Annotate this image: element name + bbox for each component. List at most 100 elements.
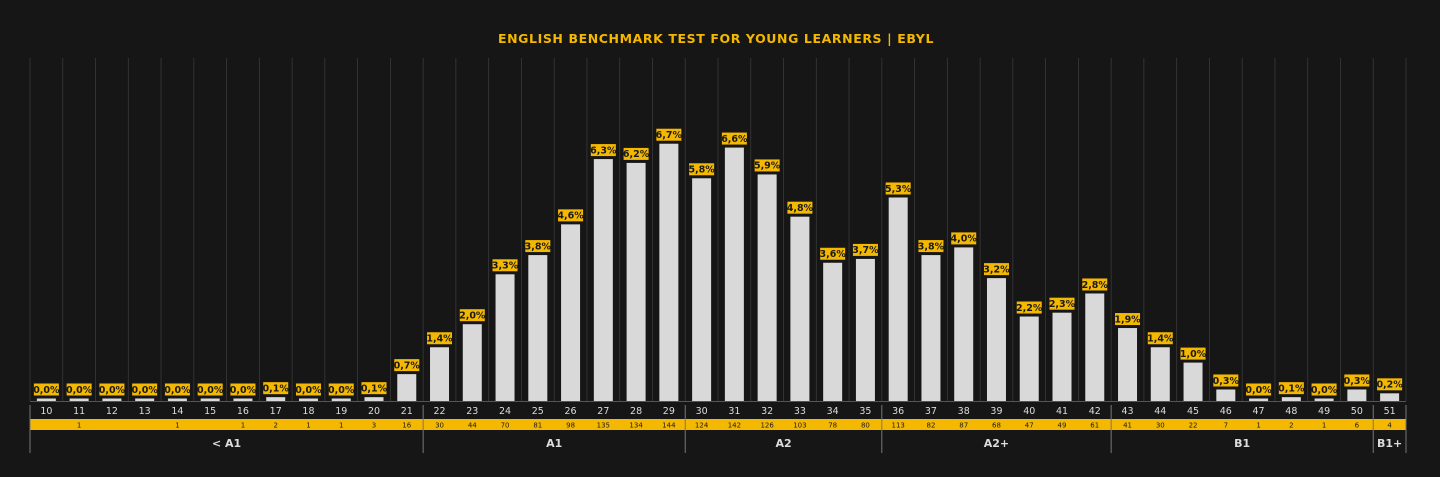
score-tick-label: 29 xyxy=(663,406,675,417)
value-label-text: 5,3% xyxy=(885,184,912,195)
value-label-text: 0,0% xyxy=(328,385,355,396)
count-label: 49 xyxy=(1058,422,1067,430)
value-label-text: 0,0% xyxy=(197,385,224,396)
level-label: A2 xyxy=(775,437,791,450)
value-label: 4,0% xyxy=(951,232,977,245)
bar xyxy=(986,278,1006,401)
bar xyxy=(1249,398,1269,401)
score-tick-label: 45 xyxy=(1187,406,1199,417)
score-tick-label: 38 xyxy=(958,406,970,417)
value-label: 0,1% xyxy=(361,382,388,394)
bar xyxy=(659,143,679,401)
value-label: 0,0% xyxy=(164,383,191,396)
value-labels-layer: 0,0% 0,0% 0,0% 0,0% 0,0% 0,0% 0,0% 0,1% 0,0% 0,0%… xyxy=(33,128,1403,396)
value-label: 0,7% xyxy=(394,359,421,372)
score-tick-label: 46 xyxy=(1220,406,1232,417)
value-label-text: 3,2% xyxy=(983,264,1010,275)
value-label-box xyxy=(459,309,485,322)
value-label: 3,6% xyxy=(819,247,846,260)
value-label-box xyxy=(328,383,354,396)
bar xyxy=(1347,389,1367,401)
value-label-text: 0,0% xyxy=(164,385,191,396)
value-label: 2,0% xyxy=(459,309,486,322)
score-tick-label: 42 xyxy=(1089,406,1101,417)
score-tick-label: 23 xyxy=(466,406,478,417)
bar xyxy=(757,174,777,401)
count-label: 22 xyxy=(1189,422,1198,430)
count-label: 142 xyxy=(728,422,741,430)
bar xyxy=(888,197,908,401)
level-label: < A1 xyxy=(212,437,241,450)
score-tick-label: 18 xyxy=(302,406,314,417)
count-label: 1 xyxy=(175,422,179,430)
value-label: 4,6% xyxy=(557,209,584,222)
value-label-text: 0,3% xyxy=(1344,376,1371,387)
count-label: 1 xyxy=(241,422,245,430)
bars-layer xyxy=(36,143,1400,401)
count-label: 7 xyxy=(1224,422,1228,430)
value-label: 1,4% xyxy=(426,332,453,345)
level-label: B1+ xyxy=(1377,437,1402,450)
bar xyxy=(1380,393,1400,401)
bar xyxy=(954,247,974,401)
value-label-box xyxy=(983,263,1009,276)
bar xyxy=(430,347,450,401)
level-label: A1 xyxy=(546,437,562,450)
count-label: 1 xyxy=(306,422,310,430)
bar xyxy=(266,397,286,401)
score-tick-label: 34 xyxy=(827,406,839,417)
score-tick-label: 36 xyxy=(892,406,904,417)
count-label: 82 xyxy=(926,422,935,430)
score-tick-label: 24 xyxy=(499,406,511,417)
value-label-box xyxy=(492,259,518,272)
bar xyxy=(593,159,613,401)
score-tick-label: 12 xyxy=(106,406,118,417)
value-label-text: 0,7% xyxy=(394,360,421,371)
bar xyxy=(1281,397,1301,401)
count-label: 44 xyxy=(468,422,477,430)
value-label-text: 3,8% xyxy=(525,241,552,252)
score-tick-label: 19 xyxy=(335,406,347,417)
count-label: 124 xyxy=(695,422,709,430)
score-tick-label: 20 xyxy=(368,406,380,417)
score-tick-label: 10 xyxy=(40,406,52,417)
score-tick-label: 49 xyxy=(1318,406,1330,417)
score-tick-label: 14 xyxy=(171,406,183,417)
value-label-text: 1,9% xyxy=(1114,314,1141,325)
value-label: 3,3% xyxy=(492,259,519,272)
score-tick-label: 35 xyxy=(859,406,871,417)
value-label-box xyxy=(33,383,59,396)
count-label: 113 xyxy=(892,422,905,430)
value-label: 3,2% xyxy=(983,263,1010,275)
value-label: 6,7% xyxy=(656,128,683,141)
value-label-box xyxy=(1082,278,1108,291)
value-label-box xyxy=(1344,374,1370,387)
value-label-text: 3,3% xyxy=(492,261,519,272)
value-label-box xyxy=(721,132,747,145)
value-label-text: 0,1% xyxy=(263,383,290,394)
bar xyxy=(692,178,712,401)
bar xyxy=(1183,362,1203,401)
bar xyxy=(135,398,155,401)
count-label: 1 xyxy=(1256,422,1260,430)
bar xyxy=(462,324,482,401)
value-label-text: 3,6% xyxy=(819,249,846,260)
value-label-text: 0,0% xyxy=(131,385,158,396)
bar xyxy=(36,398,56,401)
value-label-text: 1,0% xyxy=(1180,349,1207,360)
value-label-text: 0,0% xyxy=(1311,385,1338,396)
count-label: 144 xyxy=(662,422,676,430)
bar xyxy=(790,216,810,401)
value-label-box xyxy=(132,383,158,396)
count-label: 47 xyxy=(1025,422,1034,430)
value-label-box xyxy=(885,182,911,195)
bar xyxy=(69,398,89,401)
value-label-box xyxy=(590,144,616,157)
value-label-text: 0,0% xyxy=(1245,385,1272,396)
value-label-box xyxy=(394,359,420,372)
count-label: 81 xyxy=(533,422,542,430)
bar xyxy=(626,162,646,401)
value-label-box xyxy=(525,240,551,253)
score-tick-label: 28 xyxy=(630,406,642,417)
value-label: 6,3% xyxy=(590,144,617,156)
